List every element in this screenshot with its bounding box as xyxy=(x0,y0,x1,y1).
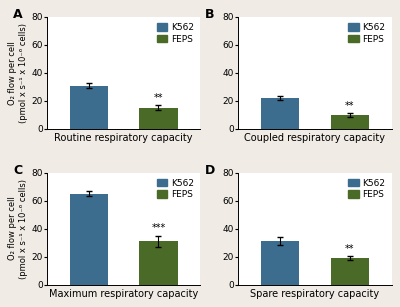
Text: C: C xyxy=(13,164,22,177)
Text: ***: *** xyxy=(151,223,166,233)
Y-axis label: O₂ flow per cell
(pmol x s⁻¹ x 10⁻⁶ cells): O₂ flow per cell (pmol x s⁻¹ x 10⁻⁶ cell… xyxy=(8,23,28,123)
X-axis label: Spare respiratory capacity: Spare respiratory capacity xyxy=(250,289,380,299)
Legend: K562, FEPS: K562, FEPS xyxy=(346,21,387,45)
Bar xyxy=(261,241,299,285)
Text: A: A xyxy=(13,8,23,21)
Text: **: ** xyxy=(154,93,163,103)
Legend: K562, FEPS: K562, FEPS xyxy=(155,21,196,45)
Legend: K562, FEPS: K562, FEPS xyxy=(155,177,196,201)
Bar xyxy=(261,98,299,129)
Legend: K562, FEPS: K562, FEPS xyxy=(346,177,387,201)
Text: **: ** xyxy=(345,244,354,254)
X-axis label: Coupled respiratory capacity: Coupled respiratory capacity xyxy=(244,133,386,143)
Bar xyxy=(139,108,178,129)
Text: **: ** xyxy=(345,101,354,111)
Text: B: B xyxy=(204,8,214,21)
Bar xyxy=(331,258,369,285)
Y-axis label: O₂ flow per cell
(pmol x s⁻¹ x 10⁻⁶ cells): O₂ flow per cell (pmol x s⁻¹ x 10⁻⁶ cell… xyxy=(8,178,28,278)
X-axis label: Maximum respiratory capacity: Maximum respiratory capacity xyxy=(49,289,198,299)
Bar xyxy=(70,86,108,129)
Bar xyxy=(139,241,178,285)
X-axis label: Routine respiratory capacity: Routine respiratory capacity xyxy=(54,133,193,143)
Bar xyxy=(70,193,108,285)
Text: D: D xyxy=(204,164,215,177)
Bar xyxy=(331,115,369,129)
